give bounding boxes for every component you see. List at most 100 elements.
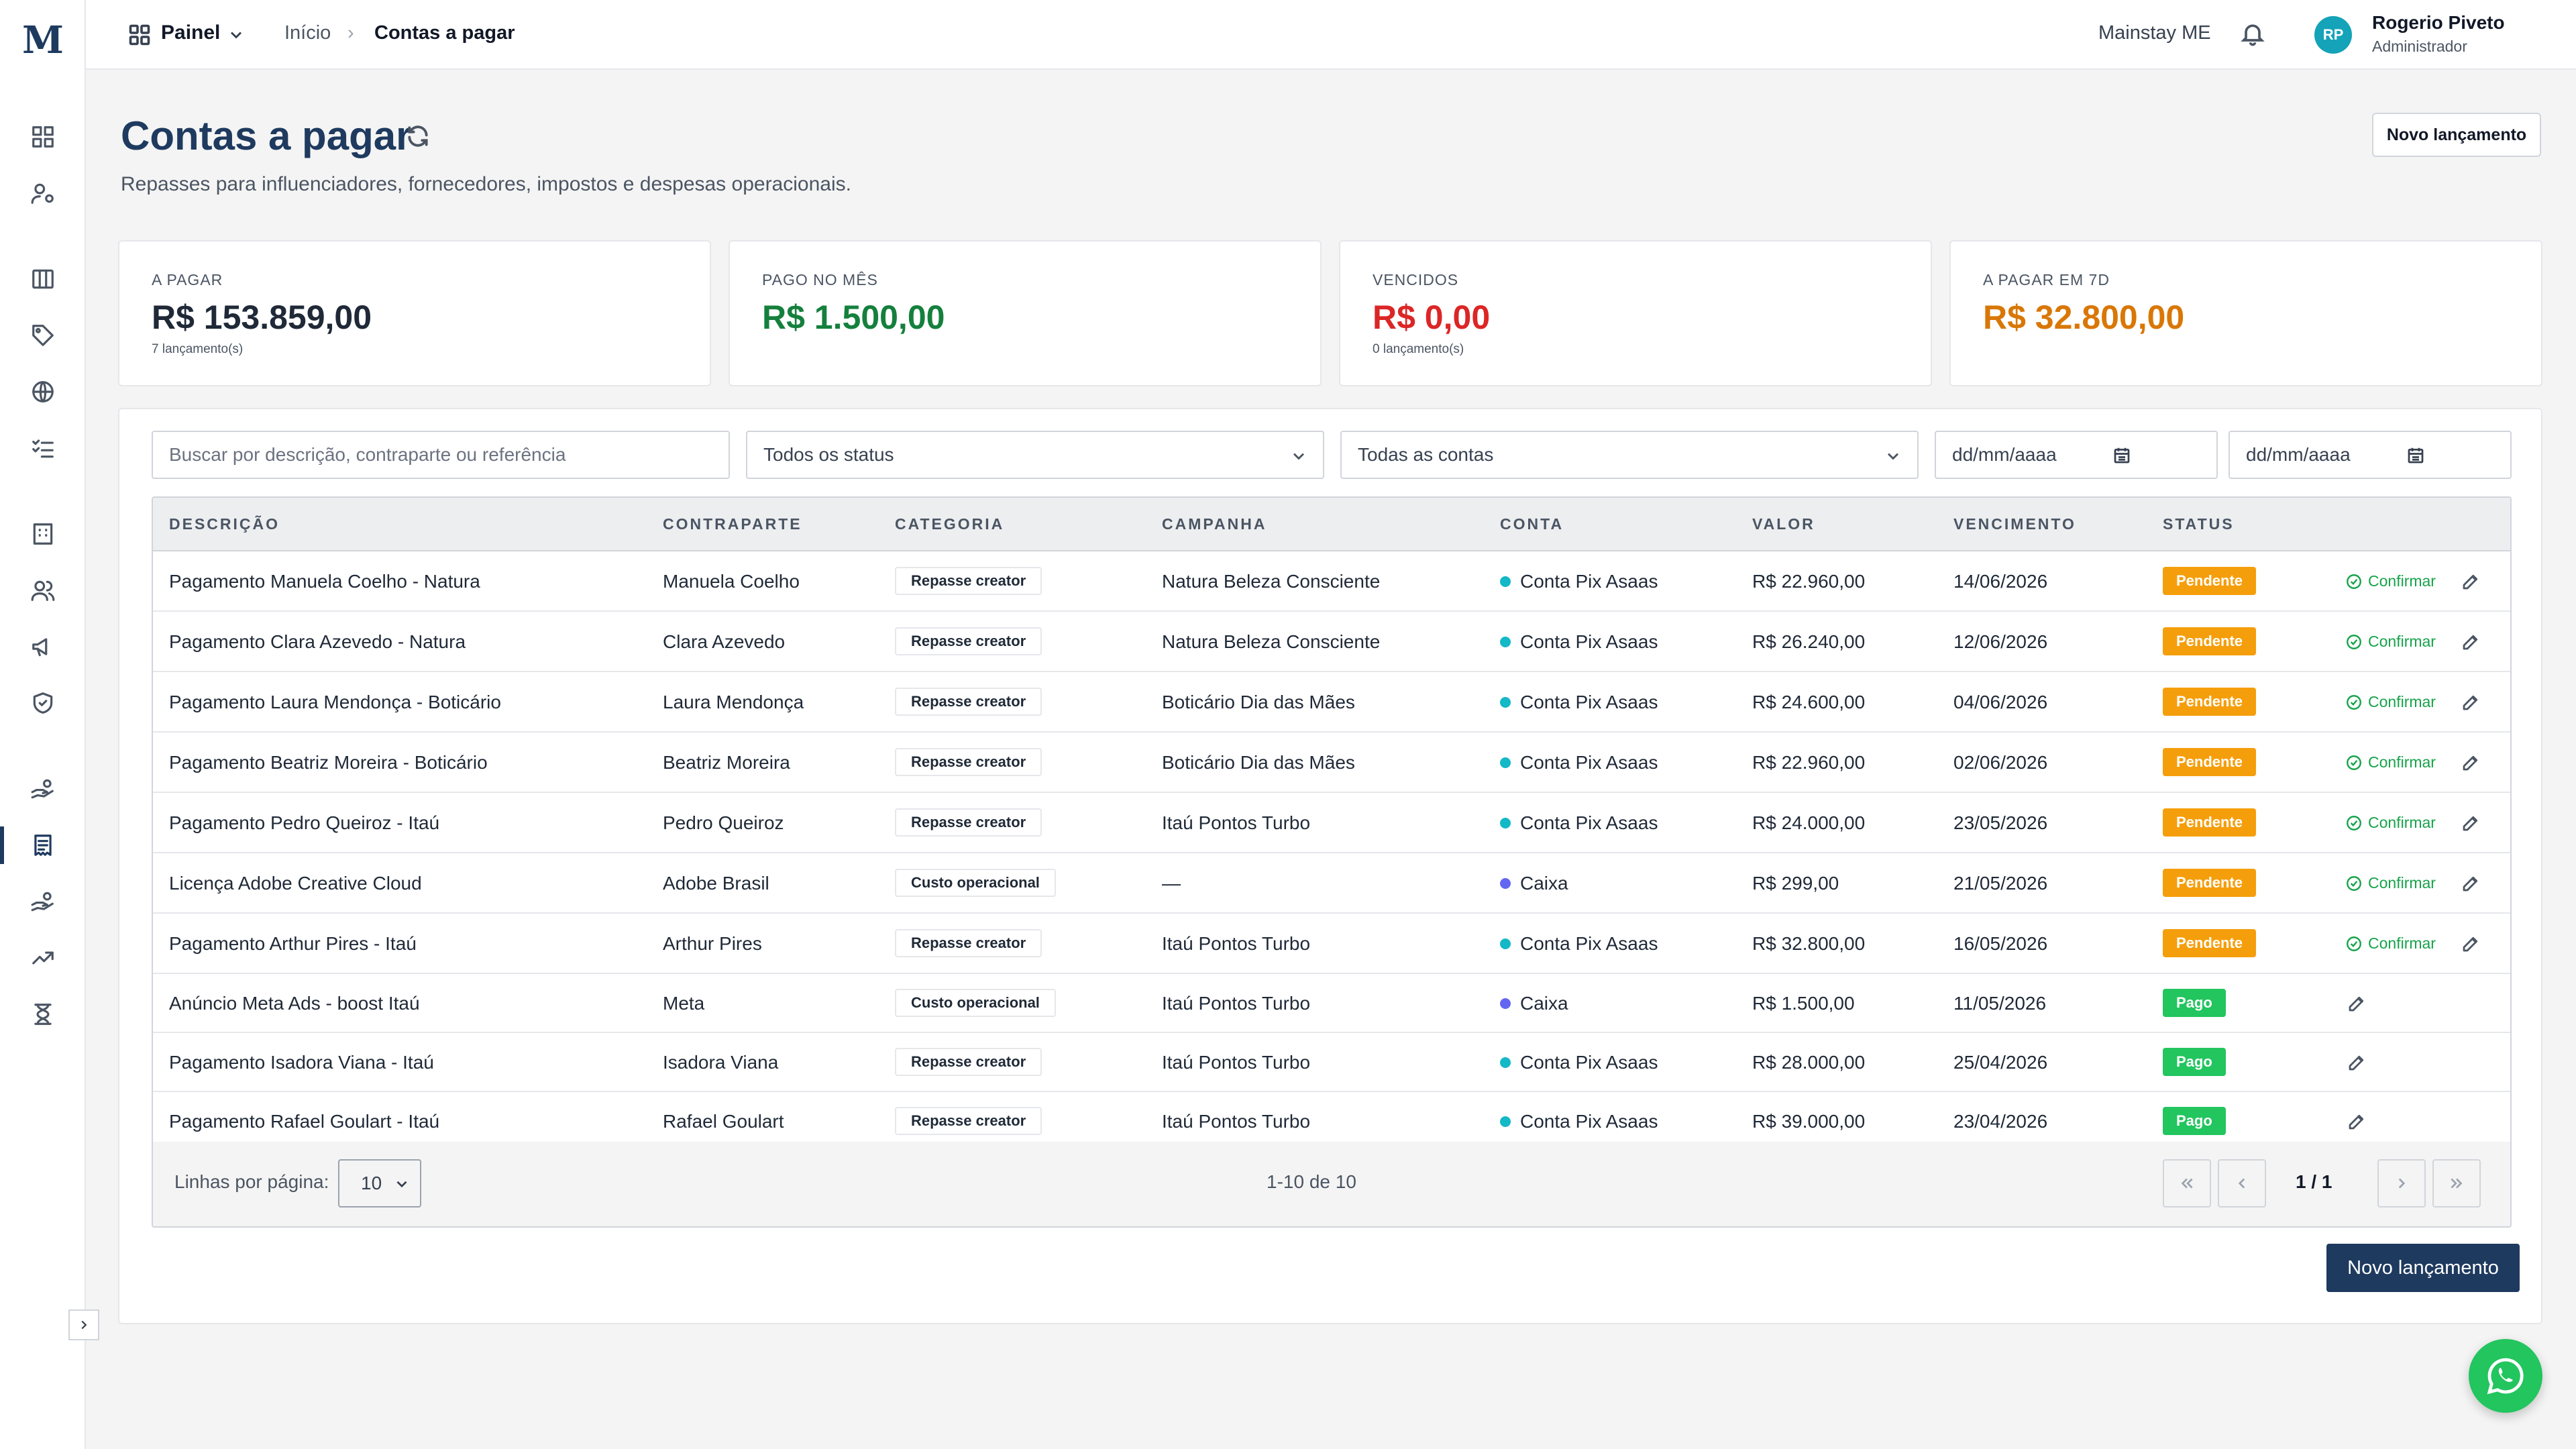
edit-icon[interactable] [2461,572,2481,592]
building-icon[interactable] [27,518,59,550]
edit-icon[interactable] [2461,632,2481,652]
account-select[interactable]: Todas as contas [1340,431,1919,479]
account-dot [1500,1116,1511,1127]
cell-vencimento: 21/05/2026 [1953,873,2048,894]
prev-page-button[interactable] [2218,1159,2266,1208]
tag-icon[interactable] [27,319,59,352]
chevron-down-icon[interactable] [227,25,246,44]
expand-sidebar-button[interactable] [68,1309,99,1340]
users-icon[interactable] [27,574,59,606]
breadcrumb-inicio[interactable]: Início [284,22,331,44]
confirm-button[interactable]: Confirmar [2345,572,2436,590]
table-row[interactable]: Pagamento Isadora Viana - Itaú Isadora Vi… [153,1033,2510,1092]
account-name: Conta Pix Asaas [1520,1052,1658,1073]
new-entry-button[interactable]: Novo lançamento [2326,1244,2520,1292]
bell-icon[interactable] [2239,20,2266,47]
col-campanha[interactable]: CAMPANHA [1162,515,1267,533]
last-page-button[interactable] [2432,1159,2481,1208]
account-dot [1500,817,1511,828]
date-from-input[interactable]: dd/mm/aaaa [1935,431,2218,479]
status-badge: Pendente [2163,808,2257,837]
col-contraparte[interactable]: CONTRAPARTE [663,515,802,533]
globe-icon[interactable] [27,376,59,408]
edit-icon[interactable] [2461,753,2481,773]
user-name[interactable]: Rogerio Piveto [2372,12,2505,33]
cell-conta: Conta Pix Asaas [1500,933,1658,955]
col-descricao[interactable]: DESCRIÇÃO [169,515,280,533]
chevron-right-icon [2398,1178,2406,1189]
calendar-icon[interactable] [2406,445,2426,466]
rows-per-page-select[interactable]: 10 [338,1159,421,1208]
table-row[interactable]: Pagamento Rafael Goulart - Itaú Rafael Go… [153,1092,2510,1151]
cell-vencimento: 16/05/2026 [1953,933,2048,954]
cell-valor: R$ 28.000,00 [1752,1052,1866,1073]
col-conta[interactable]: CONTA [1500,515,1564,533]
whatsapp-button[interactable] [2469,1339,2542,1413]
col-vencimento[interactable]: VENCIMENTO [1953,515,2076,533]
table-row[interactable]: Pagamento Arthur Pires - Itaú Arthur Pire… [153,914,2510,974]
cell-conta: Conta Pix Asaas [1500,692,1658,713]
megaphone-icon[interactable] [27,631,59,663]
status-badge: Pago [2163,1048,2226,1076]
trending-up-icon[interactable] [27,942,59,974]
table-row[interactable]: Pagamento Laura Mendonça - Boticário Laur… [153,672,2510,733]
edit-icon[interactable] [2461,692,2481,712]
col-status[interactable]: STATUS [2163,515,2235,533]
cell-contraparte: Adobe Brasil [663,873,769,894]
cell-conta: Conta Pix Asaas [1500,631,1658,653]
table-row[interactable]: Pagamento Manuela Coelho - Natura Manuela… [153,551,2510,612]
confirm-button[interactable]: Confirmar [2345,874,2436,892]
confirm-button[interactable]: Confirmar [2345,753,2436,771]
app-logo[interactable]: M [22,18,64,62]
painel-menu[interactable]: Painel [161,21,221,44]
edit-icon[interactable] [2347,1053,2367,1073]
cell-descricao: Pagamento Arthur Pires - Itaú [169,933,417,954]
confirm-button[interactable]: Confirmar [2345,693,2436,711]
shield-icon[interactable] [27,687,59,719]
edit-icon[interactable] [2461,934,2481,954]
cell-vencimento: 25/04/2026 [1953,1052,2048,1073]
hand-coins-icon[interactable] [27,773,59,805]
edit-icon[interactable] [2347,1112,2367,1132]
new-entry-button-top[interactable]: Novo lançamento [2372,113,2541,157]
account-dot [1500,696,1511,708]
account-dot [1500,636,1511,647]
grid-icon[interactable] [127,23,152,47]
table-row[interactable]: Anúncio Meta Ads - boost Itaú Meta Custo o… [153,974,2510,1033]
account-dot [1500,998,1511,1009]
refresh-icon[interactable] [405,123,431,149]
hourglass-icon[interactable] [27,998,59,1030]
company-name[interactable]: Mainstay ME [2098,22,2211,44]
hand-coins-out-icon[interactable] [27,885,59,918]
avatar[interactable]: RP [2314,16,2352,54]
col-valor[interactable]: VALOR [1752,515,1815,533]
next-page-button[interactable] [2377,1159,2426,1208]
cell-conta: Conta Pix Asaas [1500,1052,1658,1073]
account-select-value: Todas as contas [1358,444,1494,465]
edit-icon[interactable] [2461,873,2481,894]
table-row[interactable]: Pagamento Pedro Queiroz - Itaú Pedro Quei… [153,793,2510,853]
table-row[interactable]: Pagamento Beatriz Moreira - Boticário Bea… [153,733,2510,793]
check-circle-icon [2347,694,2361,710]
table-row[interactable]: Pagamento Clara Azevedo - Natura Clara Az… [153,612,2510,672]
confirm-button[interactable]: Confirmar [2345,814,2436,832]
edit-icon[interactable] [2347,994,2367,1014]
cell-valor: R$ 26.240,00 [1752,631,1866,652]
search-input[interactable]: Buscar por descrição, contraparte ou ref… [152,431,730,479]
columns-icon[interactable] [27,263,59,295]
receipt-icon[interactable] [27,829,59,861]
dashboard-icon[interactable] [27,121,59,153]
calendar-icon[interactable] [2112,445,2132,466]
confirm-button[interactable]: Confirmar [2345,633,2436,651]
confirm-button[interactable]: Confirmar [2345,934,2436,953]
cell-contraparte: Beatriz Moreira [663,752,790,773]
edit-icon[interactable] [2461,813,2481,833]
checklist-icon[interactable] [27,432,59,464]
date-to-input[interactable]: dd/mm/aaaa [2229,431,2512,479]
col-categoria[interactable]: CATEGORIA [895,515,1005,533]
user-cog-icon[interactable] [27,177,59,209]
kpi-card-a-pagar-7d: A PAGAR EM 7D R$ 32.800,00 [1949,240,2542,386]
first-page-button[interactable] [2163,1159,2211,1208]
status-select[interactable]: Todos os status [746,431,1324,479]
table-row[interactable]: Licença Adobe Creative Cloud Adobe Brasil… [153,853,2510,914]
